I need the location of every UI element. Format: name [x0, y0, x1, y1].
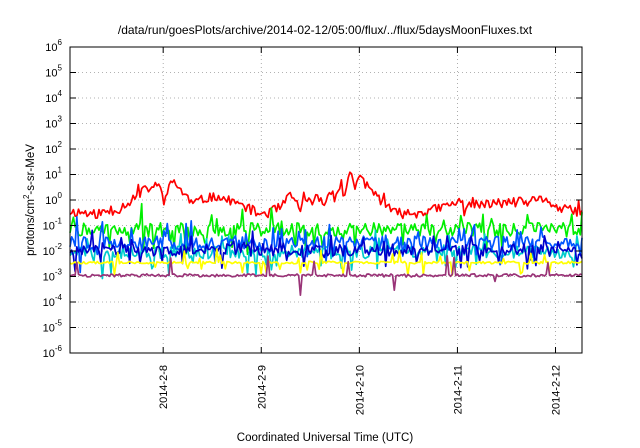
y-tick-exp: 5	[58, 64, 63, 73]
y-axis-label-post: -s-sr-MeV	[25, 144, 37, 195]
y-tick-label: 101	[45, 166, 62, 182]
y-tick-base: 10	[45, 170, 57, 182]
y-tick-base: 10	[43, 246, 55, 258]
y-tick-base: 10	[43, 323, 55, 335]
series-group	[69, 171, 583, 297]
y-axis-label-pre: protons/cm	[25, 199, 37, 256]
y-tick-label: 104	[45, 89, 62, 105]
x-axis-label: Coordinated Universal Time (UTC)	[237, 432, 414, 444]
y-tick-label: 10-3	[43, 268, 63, 284]
y-tick-label: 10-2	[43, 242, 63, 258]
y-tick-exp: 4	[58, 89, 63, 98]
tick-marks	[70, 46, 582, 354]
x-tick-label: 2014-2-8	[158, 365, 170, 409]
y-tick-base: 10	[45, 93, 57, 105]
series-line-2	[69, 202, 583, 256]
y-tick-label: 10-5	[43, 319, 63, 335]
y-tick-exp: -3	[55, 268, 63, 277]
series-line-4	[69, 215, 583, 274]
y-tick-label: 103	[45, 115, 62, 131]
y-tick-base: 10	[43, 272, 55, 284]
y-tick-exp: -1	[55, 217, 63, 226]
y-tick-exp: 3	[58, 115, 63, 124]
x-tick-label: 2014-2-11	[452, 365, 464, 414]
y-tick-label: 105	[45, 64, 62, 80]
y-tick-label: 100	[45, 191, 62, 207]
y-tick-base: 10	[45, 119, 57, 131]
y-tick-label: 10-1	[43, 217, 63, 233]
x-tick-label: 2014-2-9	[256, 365, 268, 409]
y-tick-label: 106	[45, 38, 62, 54]
series-line-1	[69, 171, 583, 220]
y-tick-exp: -4	[55, 293, 63, 302]
y-tick-exp: -2	[55, 242, 63, 251]
y-tick-label: 102	[45, 140, 62, 156]
y-tick-exp: 2	[58, 140, 63, 149]
y-axis-label: protons/cm2-s-sr-MeV	[22, 144, 37, 256]
y-tick-base: 10	[43, 348, 55, 360]
y-tick-base: 10	[45, 68, 57, 80]
y-tick-exp: 6	[58, 38, 63, 47]
series-line-3	[69, 229, 583, 280]
y-tick-base: 10	[45, 144, 57, 156]
y-tick-labels: 10-610-510-410-310-210-11001011021031041…	[43, 38, 63, 360]
y-tick-exp: -5	[55, 319, 63, 328]
series-line-6	[69, 248, 583, 277]
y-axis-label-sup: 2	[22, 194, 31, 199]
x-tick-label: 2014-2-12	[551, 365, 563, 415]
y-tick-base: 10	[43, 297, 55, 309]
y-tick-label: 10-4	[43, 293, 63, 309]
y-tick-exp: -6	[55, 344, 63, 353]
x-tick-labels: 2014-2-8 2014-2-9 2014-2-10 2014-2-11 2014-2…	[158, 365, 562, 415]
y-tick-base: 10	[43, 221, 55, 233]
x-tick-label: 2014-2-10	[354, 365, 366, 415]
y-tick-base: 10	[45, 42, 57, 54]
chart-title: /data/run/goesPlots/archive/2014-02-12/0…	[118, 23, 533, 37]
series-line-5	[69, 229, 583, 273]
y-tick-label: 10-6	[43, 344, 63, 360]
y-tick-exp: 0	[58, 191, 63, 200]
y-tick-base: 10	[45, 195, 57, 207]
y-tick-exp: 1	[58, 166, 63, 175]
series-line-7	[69, 254, 583, 297]
